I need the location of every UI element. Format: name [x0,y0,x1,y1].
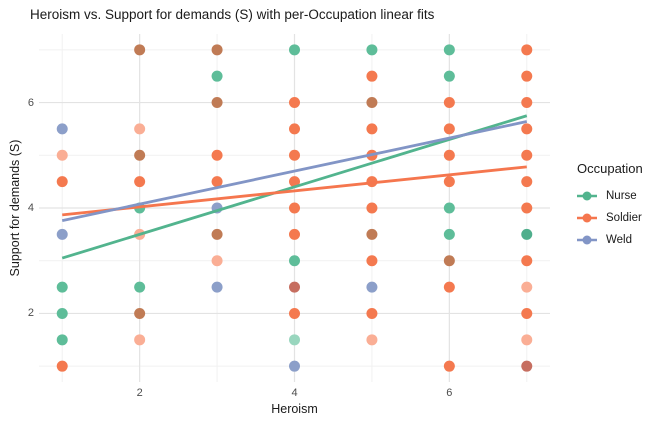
data-point [521,307,533,319]
data-point [289,176,300,188]
legend-dot-icon [582,213,592,223]
data-point [56,307,68,319]
data-point [366,307,378,319]
legend-item-weld: Weld [577,229,643,251]
data-point [366,202,378,214]
data-point [56,360,68,372]
data-point [56,281,68,293]
legend-item-label: Weld [606,234,632,246]
legend-key-icon [577,235,597,245]
legend-dot-icon [582,191,592,201]
x-tick-label: 2 [136,387,143,399]
legend-dot-icon [582,235,592,245]
legend-title: Occupation [577,161,643,176]
data-point [366,255,378,267]
x-tick-label: 4 [291,387,298,399]
data-point [366,123,378,135]
data-point [134,123,146,135]
data-point [443,44,455,56]
data-point [366,281,378,293]
data-point [211,281,223,293]
data-point [443,281,455,293]
fit-line-soldier [62,165,527,217]
data-point [56,228,68,240]
data-point [134,44,146,56]
data-point [366,334,378,346]
data-point [366,97,378,109]
data-point [211,255,223,267]
data-point [289,97,300,109]
data-point [289,307,300,319]
legend-key-icon [577,191,597,201]
legend-items: Nurse Soldier Weld [577,185,643,251]
data-point [521,360,533,372]
data-point [211,70,223,82]
data-point [443,176,455,188]
data-point [443,97,455,109]
data-point [521,149,533,161]
data-point [56,334,68,346]
data-point [443,70,455,82]
data-point [521,334,533,346]
data-point [289,44,300,56]
data-point [443,202,455,214]
data-point [56,123,68,135]
data-point [521,281,533,293]
data-point [443,228,455,240]
data-point [521,255,533,267]
data-point [289,334,300,346]
data-point [211,97,223,109]
data-point [366,228,378,240]
data-point [289,255,300,267]
legend-key-icon [577,213,597,223]
data-point [443,149,455,161]
data-point [289,202,300,214]
data-point [134,307,146,319]
data-point [521,228,533,240]
y-tick-label: 6 [27,96,34,109]
data-point [134,149,146,161]
plot-panel [39,34,550,382]
plot-canvas [39,34,550,382]
y-tick-label: 2 [27,307,34,320]
data-point [521,97,533,109]
x-tick-label: 6 [446,387,453,399]
data-point [56,176,68,188]
legend-item-label: Nurse [606,190,637,202]
y-tick-label: 4 [27,202,34,214]
fit-line-weld [61,120,528,223]
data-point [521,123,533,135]
chart-title: Heroism vs. Support for demands (S) with… [30,7,435,22]
data-point [289,149,300,161]
data-point [134,281,146,293]
data-point [134,334,146,346]
data-point [211,176,223,188]
data-point [211,228,223,240]
legend-item-soldier: Soldier [577,207,643,229]
data-point [134,176,146,188]
data-point [211,44,223,56]
data-point [211,149,223,161]
data-point [366,44,378,56]
legend: Occupation Nurse Soldier Weld [577,161,643,251]
data-point [443,123,455,135]
data-point [443,255,455,267]
data-point [289,360,300,372]
legend-item-label: Soldier [606,212,642,224]
legend-item-nurse: Nurse [577,185,643,207]
data-point [366,70,378,82]
data-point [521,44,533,56]
data-point [56,149,68,161]
data-point [443,360,455,372]
data-point [289,228,300,240]
x-axis-title: Heroism [271,402,318,416]
data-point [521,70,533,82]
data-point [289,123,300,135]
data-point [521,176,533,188]
data-point [289,281,300,293]
data-point [521,202,533,214]
